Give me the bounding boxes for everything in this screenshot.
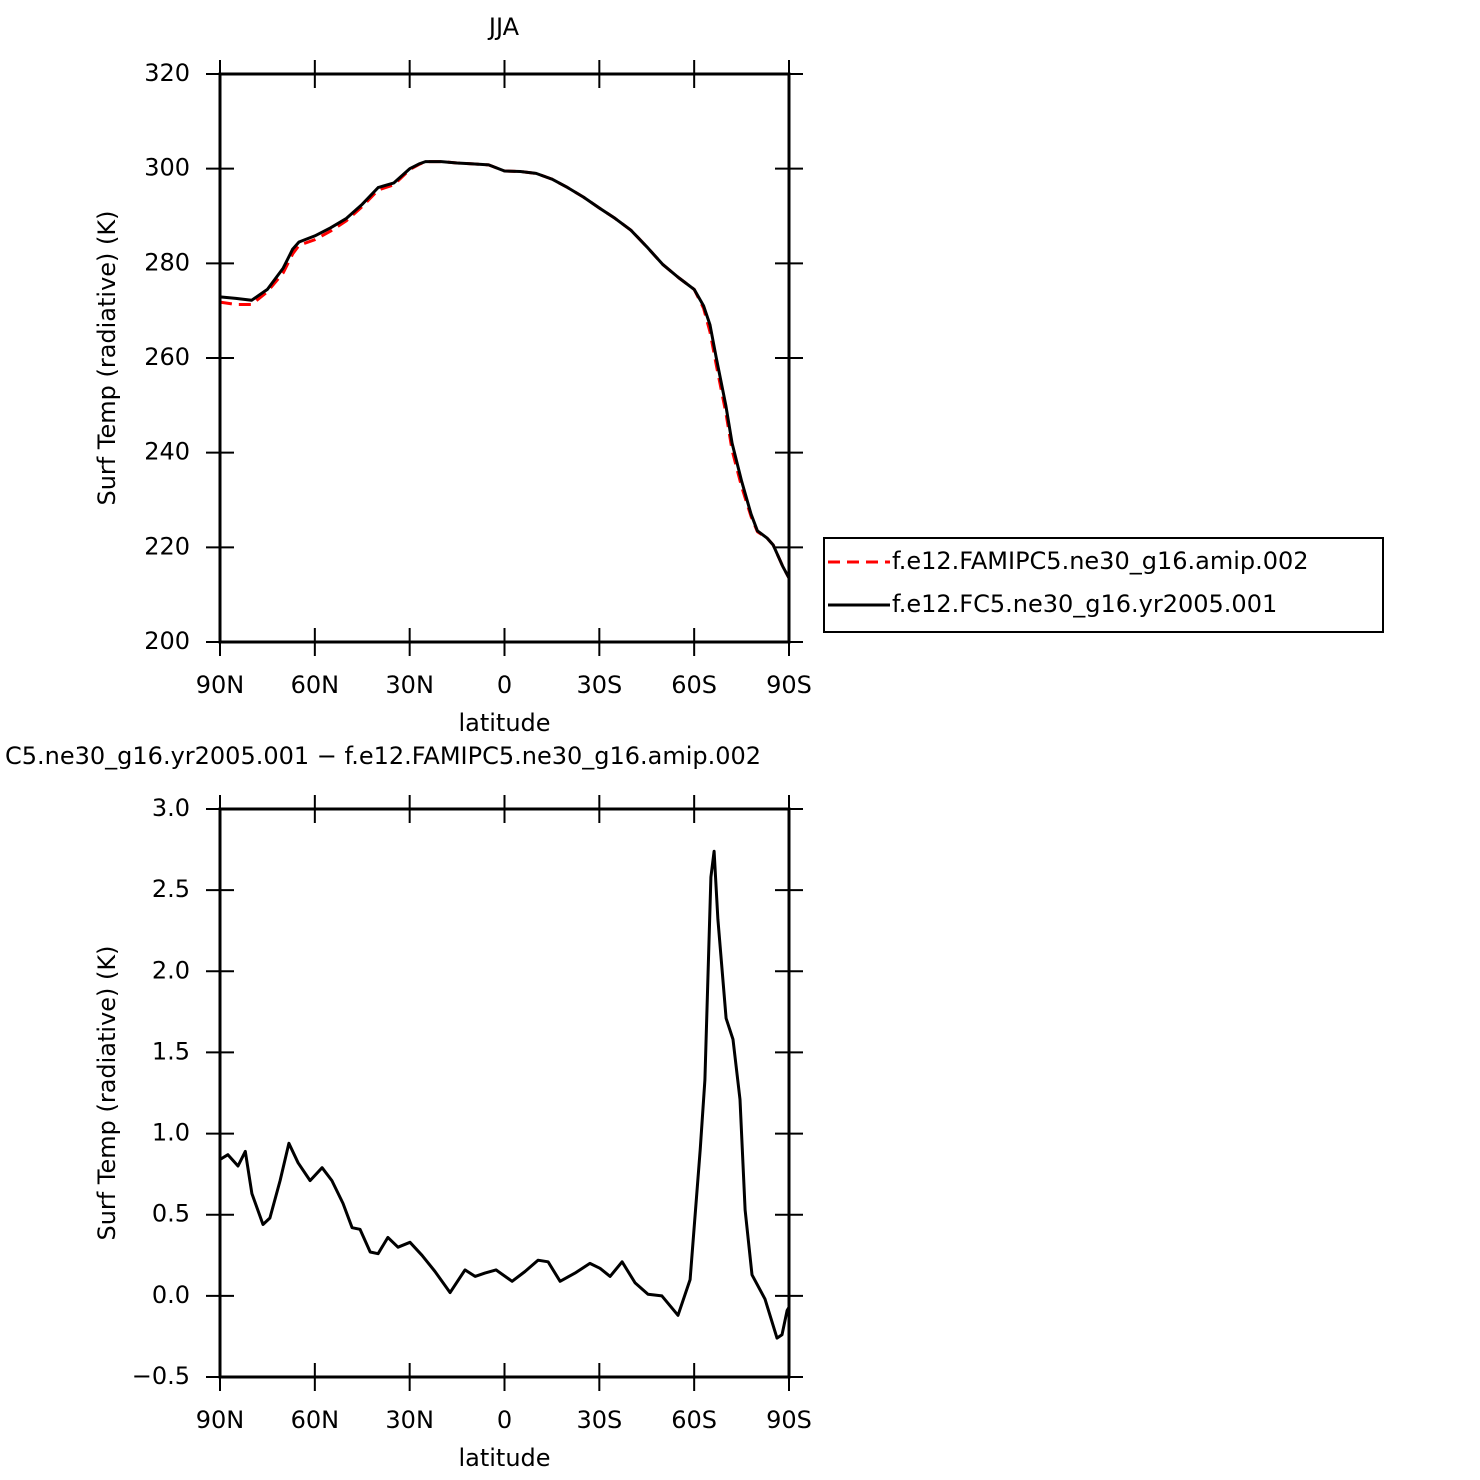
x-tick-label: 90S bbox=[766, 1406, 812, 1434]
legend-box bbox=[823, 537, 1384, 633]
x-axis-label: latitude bbox=[458, 1444, 550, 1472]
y-tick-label: 1.5 bbox=[152, 1037, 190, 1065]
y-tick-label: 200 bbox=[144, 627, 190, 655]
legend-label: f.e12.FAMIPC5.ne30_g16.amip.002 bbox=[892, 547, 1309, 575]
x-tick-label: 90S bbox=[766, 671, 812, 699]
y-axis-label: Surf Temp (radiative) (K) bbox=[93, 945, 121, 1240]
x-tick-label: 30N bbox=[385, 1406, 434, 1434]
y-axis-label: Surf Temp (radiative) (K) bbox=[93, 210, 121, 505]
y-tick-label: 1.0 bbox=[152, 1119, 190, 1147]
x-tick-label: 90N bbox=[196, 671, 245, 699]
x-tick-label: 90N bbox=[196, 1406, 245, 1434]
data-line bbox=[219, 849, 791, 1340]
y-tick-label: 260 bbox=[144, 343, 190, 371]
y-tick-label: 0.5 bbox=[152, 1200, 190, 1228]
y-tick-label: 220 bbox=[144, 532, 190, 560]
y-tick-label: 0.0 bbox=[152, 1281, 190, 1309]
chart-title: JJA bbox=[487, 13, 520, 41]
legend: f.e12.FAMIPC5.ne30_g16.amip.002 f.e12.FC5… bbox=[823, 537, 1384, 633]
y-tick-label: 2.0 bbox=[152, 956, 190, 984]
x-tick-label: 0 bbox=[497, 1406, 512, 1434]
data-line bbox=[219, 160, 791, 579]
legend-label: f.e12.FC5.ne30_g16.yr2005.001 bbox=[892, 590, 1277, 618]
y-tick-label: 320 bbox=[144, 59, 190, 87]
chart-title: C5.ne30_g16.yr2005.001 − f.e12.FAMIPC5.n… bbox=[5, 742, 761, 770]
x-tick-label: 60N bbox=[291, 671, 340, 699]
y-tick-label: 2.5 bbox=[152, 875, 190, 903]
x-axis-label: latitude bbox=[458, 709, 550, 737]
x-tick-label: 30S bbox=[576, 1406, 622, 1434]
y-tick-label: 280 bbox=[144, 248, 190, 276]
x-tick-label: 30S bbox=[576, 671, 622, 699]
x-tick-label: 30N bbox=[385, 671, 434, 699]
y-tick-label: 300 bbox=[144, 154, 190, 182]
y-tick-label: 3.0 bbox=[152, 794, 190, 822]
x-tick-label: 60N bbox=[291, 1406, 340, 1434]
data-line bbox=[219, 160, 791, 579]
x-tick-label: 60S bbox=[671, 1406, 717, 1434]
y-tick-label: −0.5 bbox=[132, 1362, 190, 1390]
x-tick-label: 60S bbox=[671, 671, 717, 699]
plot-frame bbox=[218, 807, 791, 1379]
x-tick-label: 0 bbox=[497, 671, 512, 699]
y-tick-label: 240 bbox=[144, 438, 190, 466]
plot-frame bbox=[218, 72, 791, 644]
